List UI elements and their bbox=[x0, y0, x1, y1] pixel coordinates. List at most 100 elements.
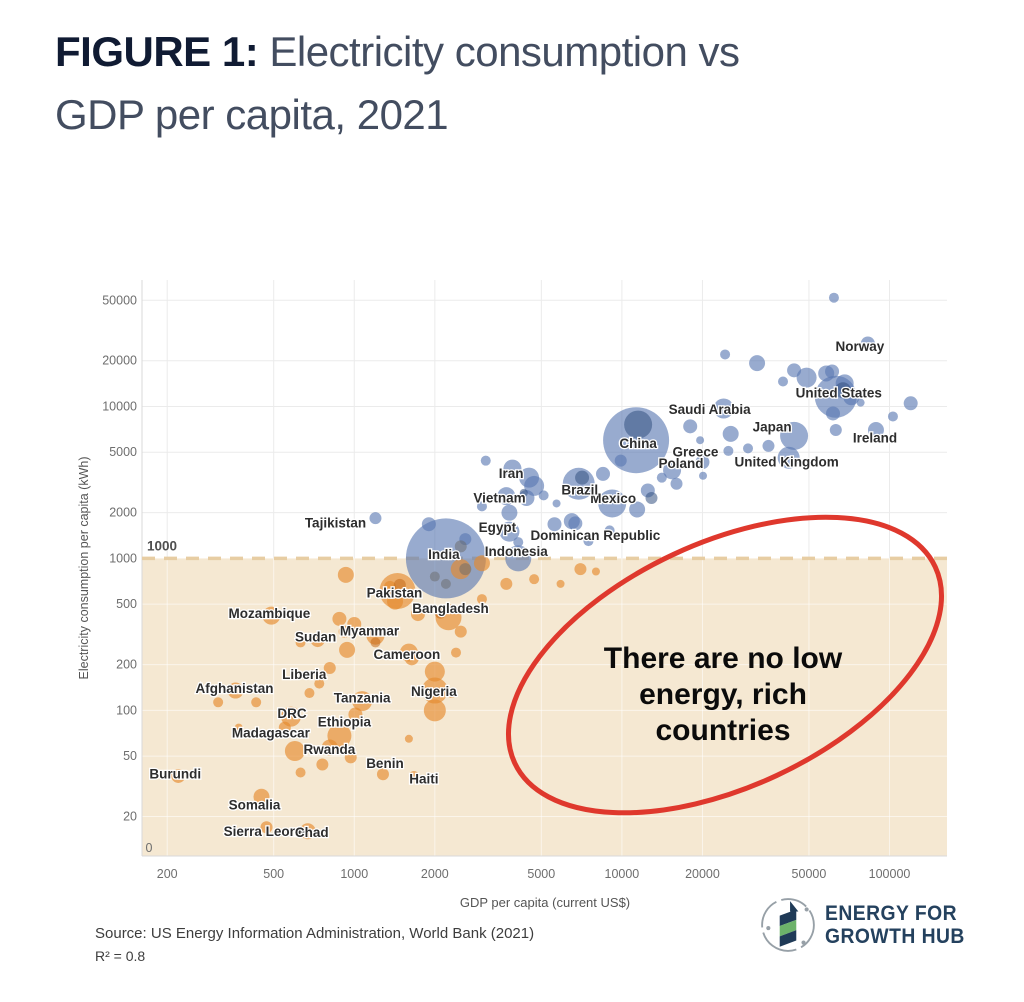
country-label-chad: Chad bbox=[295, 825, 329, 840]
bubble bbox=[338, 625, 351, 638]
country-label-benin: Benin bbox=[366, 756, 404, 771]
bubble bbox=[591, 567, 600, 576]
threshold-label: 1000 bbox=[147, 538, 177, 553]
bubble bbox=[645, 491, 658, 504]
y-axis-title: Electricity consumption per capita (kWh) bbox=[77, 457, 91, 680]
logo-blade bbox=[790, 901, 799, 912]
bubble bbox=[295, 767, 306, 778]
country-label-afghanistan: Afghanistan bbox=[196, 681, 274, 696]
bubble-ireland bbox=[867, 422, 884, 439]
bubble bbox=[683, 419, 698, 434]
country-label-brazil: Brazil bbox=[561, 482, 598, 497]
x-tick-5000: 5000 bbox=[527, 867, 555, 881]
bubble bbox=[722, 425, 739, 442]
bubble bbox=[513, 537, 524, 548]
bubble bbox=[410, 607, 425, 622]
source-text: Source: US Energy Information Administra… bbox=[95, 925, 535, 942]
r-squared-text: R² = 0.8 bbox=[95, 948, 146, 964]
bubble bbox=[454, 625, 467, 638]
bubble-sudan bbox=[310, 633, 325, 648]
bubble bbox=[826, 406, 841, 421]
bubble bbox=[321, 739, 338, 756]
bubble-egypt bbox=[499, 521, 520, 542]
bubble bbox=[583, 536, 594, 547]
x-tick-200: 200 bbox=[157, 867, 178, 881]
y-tick-10000: 10000 bbox=[102, 399, 137, 413]
bubble bbox=[887, 411, 898, 422]
bubble bbox=[501, 504, 518, 521]
country-label-mozambique: Mozambique bbox=[228, 606, 310, 621]
annotation-ellipse bbox=[506, 514, 944, 816]
bubble-myanmar bbox=[366, 626, 385, 645]
logo-dot bbox=[801, 940, 806, 945]
bubble bbox=[476, 501, 487, 512]
x-tick-100000: 100000 bbox=[869, 867, 911, 881]
bubble-madagascar bbox=[284, 741, 305, 762]
bubble bbox=[624, 410, 653, 439]
country-label-iran: Iran bbox=[499, 466, 524, 481]
bubble bbox=[743, 443, 754, 454]
bubble bbox=[476, 594, 487, 605]
country-label-japan: Japan bbox=[753, 419, 792, 434]
country-label-united-states: United States bbox=[796, 385, 882, 400]
bubble bbox=[473, 555, 490, 572]
bubble-liberia bbox=[314, 678, 325, 689]
bubble bbox=[323, 662, 336, 675]
bubble-somalia bbox=[253, 788, 270, 805]
annotation-line-1: There are no low bbox=[604, 642, 843, 675]
bubble bbox=[446, 688, 457, 699]
bubble-rwanda bbox=[316, 758, 329, 771]
bubble bbox=[500, 577, 513, 590]
country-label-tanzania: Tanzania bbox=[334, 691, 391, 706]
bubble-benin bbox=[376, 768, 389, 781]
bubble bbox=[278, 721, 291, 734]
bubble bbox=[856, 398, 865, 407]
y-tick-200: 200 bbox=[116, 658, 137, 672]
bubble bbox=[547, 517, 562, 532]
bubble bbox=[421, 517, 436, 532]
bubble bbox=[503, 459, 522, 478]
bubble bbox=[818, 365, 835, 382]
country-label-saudi-arabia: Saudi Arabia bbox=[669, 402, 752, 417]
bubble bbox=[234, 723, 243, 732]
y-tick-2000: 2000 bbox=[109, 506, 137, 520]
country-label-haiti: Haiti bbox=[409, 772, 438, 787]
bubble bbox=[629, 501, 646, 518]
country-label-liberia: Liberia bbox=[282, 667, 327, 682]
bubble bbox=[519, 488, 528, 497]
bubble bbox=[595, 466, 610, 481]
y-tick-100: 100 bbox=[116, 703, 137, 717]
bubble bbox=[370, 637, 381, 648]
bubble bbox=[434, 606, 447, 619]
country-label-ireland: Ireland bbox=[853, 431, 897, 446]
bubble-norway bbox=[860, 336, 875, 351]
country-label-greece: Greece bbox=[673, 445, 719, 460]
bubble bbox=[480, 455, 491, 466]
country-label-ethiopia: Ethiopia bbox=[318, 714, 372, 729]
y-tick-5000: 5000 bbox=[109, 445, 137, 459]
x-tick-50000: 50000 bbox=[792, 867, 827, 881]
low-energy-region-shade bbox=[142, 558, 947, 856]
country-label-egypt: Egypt bbox=[479, 520, 517, 535]
bubble bbox=[213, 697, 224, 708]
country-label-myanmar: Myanmar bbox=[340, 623, 400, 638]
bubble-japan bbox=[780, 421, 809, 450]
x-tick-10000: 10000 bbox=[605, 867, 640, 881]
bubble-nigeria bbox=[421, 677, 448, 704]
bubble bbox=[332, 611, 347, 626]
x-tick-2000: 2000 bbox=[421, 867, 449, 881]
y-tick-20: 20 bbox=[123, 810, 137, 824]
bubble bbox=[451, 647, 462, 658]
bubble-tanzania bbox=[352, 691, 373, 712]
bubble-burundi bbox=[171, 768, 186, 783]
y-tick-20000: 20000 bbox=[102, 354, 137, 368]
bubble bbox=[574, 563, 587, 576]
bubble bbox=[556, 579, 565, 588]
bubble bbox=[778, 376, 789, 387]
figure-title: FIGURE 1: Electricity consumption vs GDP… bbox=[55, 20, 905, 146]
y-tick-500: 500 bbox=[116, 597, 137, 611]
bubble bbox=[440, 578, 451, 589]
x-axis-title: GDP per capita (current US$) bbox=[460, 895, 630, 910]
annotation-ellipse-group bbox=[506, 514, 944, 816]
